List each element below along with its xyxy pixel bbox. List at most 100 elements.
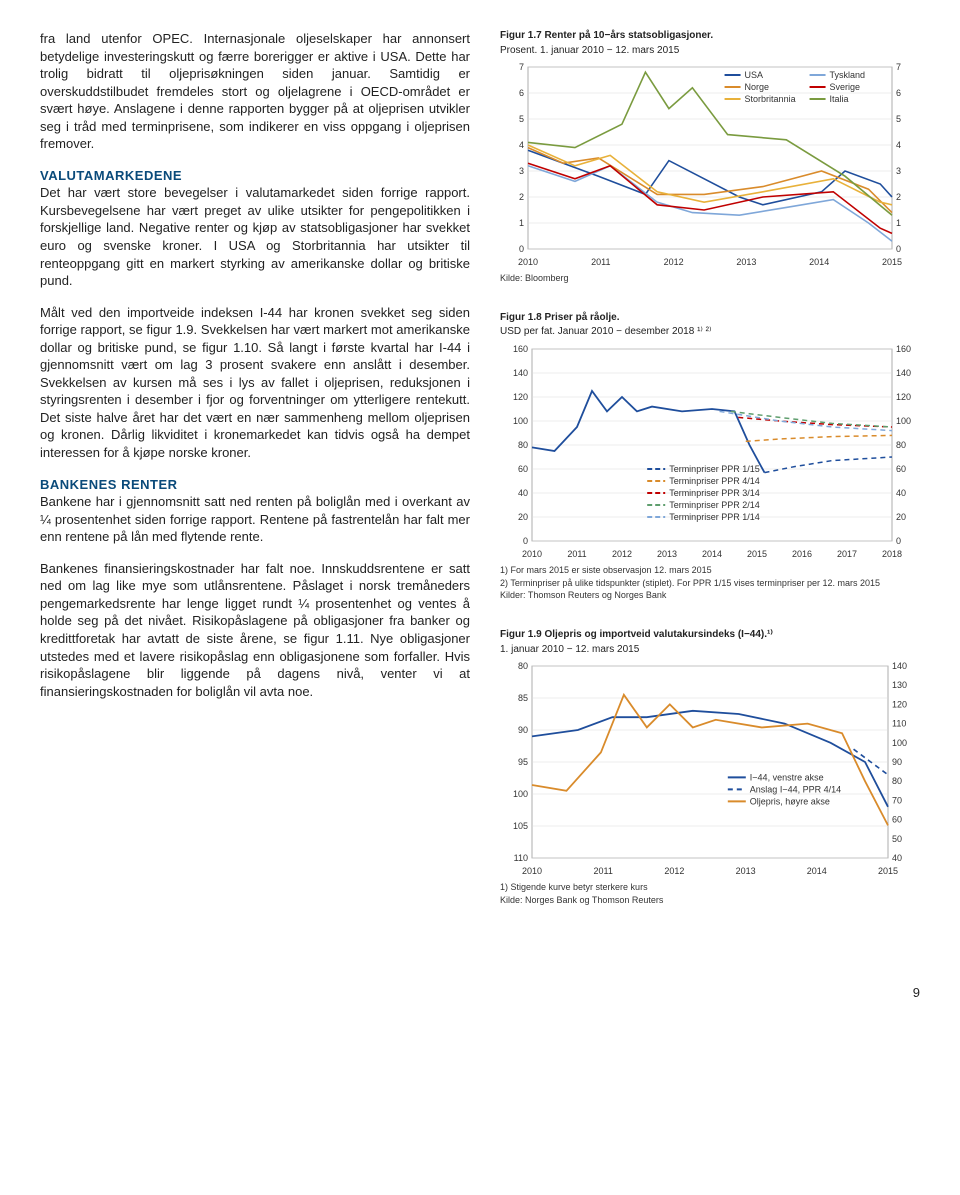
svg-text:USA: USA <box>745 70 764 80</box>
svg-text:5: 5 <box>896 114 901 124</box>
svg-text:2018: 2018 <box>882 549 902 559</box>
svg-text:80: 80 <box>892 776 902 786</box>
svg-text:3: 3 <box>896 166 901 176</box>
chart-source: Kilder: Thomson Reuters og Norges Bank <box>500 590 920 601</box>
svg-text:2014: 2014 <box>807 866 827 876</box>
svg-text:85: 85 <box>518 693 528 703</box>
svg-text:20: 20 <box>518 512 528 522</box>
svg-text:Anslag I−44, PPR 4/14: Anslag I−44, PPR 4/14 <box>750 785 841 795</box>
svg-text:110: 110 <box>892 719 906 729</box>
chart-title: Figur 1.8 Priser på råolje. <box>500 312 920 325</box>
svg-text:80: 80 <box>518 661 528 671</box>
svg-text:0: 0 <box>519 244 524 254</box>
svg-text:110: 110 <box>514 853 528 863</box>
svg-text:2010: 2010 <box>522 866 542 876</box>
svg-text:Tyskland: Tyskland <box>830 70 866 80</box>
svg-text:20: 20 <box>896 512 906 522</box>
svg-text:140: 140 <box>896 368 911 378</box>
svg-text:7: 7 <box>896 62 901 72</box>
svg-text:140: 140 <box>513 368 528 378</box>
svg-text:I−44, venstre akse: I−44, venstre akse <box>750 773 824 783</box>
body-para: Bankene har i gjennomsnitt satt ned rent… <box>40 493 470 546</box>
svg-text:160: 160 <box>896 344 911 354</box>
svg-text:60: 60 <box>518 464 528 474</box>
svg-text:6: 6 <box>519 88 524 98</box>
svg-text:2017: 2017 <box>837 549 857 559</box>
svg-text:1: 1 <box>519 218 524 228</box>
svg-text:0: 0 <box>523 536 528 546</box>
svg-text:105: 105 <box>513 821 528 831</box>
svg-text:6: 6 <box>896 88 901 98</box>
svg-text:0: 0 <box>896 244 901 254</box>
svg-text:Italia: Italia <box>830 94 849 104</box>
chart-svg: 0011223344556677201020112012201320142015… <box>500 61 920 271</box>
svg-text:2013: 2013 <box>657 549 677 559</box>
section-heading-bankenes-renter: BANKENES RENTER <box>40 476 470 494</box>
svg-text:3: 3 <box>519 166 524 176</box>
svg-text:2014: 2014 <box>809 257 829 267</box>
svg-text:2012: 2012 <box>664 257 684 267</box>
svg-text:2: 2 <box>519 192 524 202</box>
svg-text:120: 120 <box>896 392 911 402</box>
svg-text:100: 100 <box>513 416 528 426</box>
svg-text:40: 40 <box>518 488 528 498</box>
body-para: fra land utenfor OPEC. Internasjonale ol… <box>40 30 470 153</box>
chart-note: 1) Stigende kurve betyr sterkere kurs <box>500 882 920 893</box>
svg-text:90: 90 <box>892 757 902 767</box>
svg-text:Terminpriser PPR 4/14: Terminpriser PPR 4/14 <box>669 476 760 486</box>
svg-text:2016: 2016 <box>792 549 812 559</box>
svg-text:5: 5 <box>519 114 524 124</box>
svg-text:2: 2 <box>896 192 901 202</box>
body-para: Det har vært store bevegelser i valutama… <box>40 184 470 289</box>
svg-text:100: 100 <box>513 789 528 799</box>
chart-svg: 8085909510010511014013012011010090807060… <box>500 660 920 880</box>
svg-text:2015: 2015 <box>882 257 902 267</box>
svg-text:40: 40 <box>892 853 902 863</box>
svg-text:0: 0 <box>896 536 901 546</box>
svg-text:Terminpriser PPR 2/14: Terminpriser PPR 2/14 <box>669 500 760 510</box>
svg-text:60: 60 <box>896 464 906 474</box>
svg-text:80: 80 <box>518 440 528 450</box>
chart-title: Figur 1.9 Oljepris og importveid valutak… <box>500 629 920 642</box>
chart-title: Figur 1.7 Renter på 10−års statsobligasj… <box>500 30 920 43</box>
section-heading-valutamarkedene: VALUTAMARKEDENE <box>40 167 470 185</box>
body-para: Bankenes finansieringskostnader har falt… <box>40 560 470 700</box>
chart-svg: 0020204040606080801001001201201401401601… <box>500 343 920 563</box>
svg-text:95: 95 <box>518 757 528 767</box>
svg-text:4: 4 <box>896 140 901 150</box>
chart-source: Kilde: Bloomberg <box>500 273 920 284</box>
svg-text:Sverige: Sverige <box>830 82 861 92</box>
right-column: Figur 1.7 Renter på 10−års statsobligasj… <box>500 30 920 934</box>
svg-text:2015: 2015 <box>747 549 767 559</box>
svg-text:2014: 2014 <box>702 549 722 559</box>
svg-text:Norge: Norge <box>745 82 770 92</box>
chart-subtitle: USD per fat. Januar 2010 − desember 2018… <box>500 326 920 339</box>
body-para: Målt ved den importveide indeksen I-44 h… <box>40 304 470 462</box>
svg-text:90: 90 <box>518 725 528 735</box>
svg-text:2013: 2013 <box>736 866 756 876</box>
svg-text:Terminpriser PPR 1/14: Terminpriser PPR 1/14 <box>669 512 760 522</box>
chart-1-7: Figur 1.7 Renter på 10−års statsobligasj… <box>500 30 920 284</box>
svg-text:2012: 2012 <box>612 549 632 559</box>
svg-text:2011: 2011 <box>591 257 610 267</box>
svg-text:140: 140 <box>892 661 907 671</box>
svg-text:100: 100 <box>892 738 907 748</box>
chart-1-8: Figur 1.8 Priser på råolje. USD per fat.… <box>500 312 920 601</box>
chart-subtitle: 1. januar 2010 − 12. mars 2015 <box>500 644 920 657</box>
svg-text:1: 1 <box>896 218 901 228</box>
svg-text:2015: 2015 <box>878 866 898 876</box>
chart-note: 1) For mars 2015 er siste observasjon 12… <box>500 565 920 576</box>
chart-1-9: Figur 1.9 Oljepris og importveid valutak… <box>500 629 920 906</box>
svg-text:Terminpriser PPR 1/15: Terminpriser PPR 1/15 <box>669 464 760 474</box>
svg-text:50: 50 <box>892 834 902 844</box>
chart-subtitle: Prosent. 1. januar 2010 − 12. mars 2015 <box>500 45 920 58</box>
svg-text:120: 120 <box>513 392 528 402</box>
left-column: fra land utenfor OPEC. Internasjonale ol… <box>40 30 470 934</box>
chart-note: 2) Terminpriser på ulike tidspunkter (st… <box>500 578 920 589</box>
svg-text:2011: 2011 <box>594 866 613 876</box>
svg-text:130: 130 <box>892 680 907 690</box>
svg-text:2012: 2012 <box>664 866 684 876</box>
svg-text:Terminpriser PPR 3/14: Terminpriser PPR 3/14 <box>669 488 760 498</box>
svg-text:4: 4 <box>519 140 524 150</box>
svg-text:2013: 2013 <box>736 257 756 267</box>
